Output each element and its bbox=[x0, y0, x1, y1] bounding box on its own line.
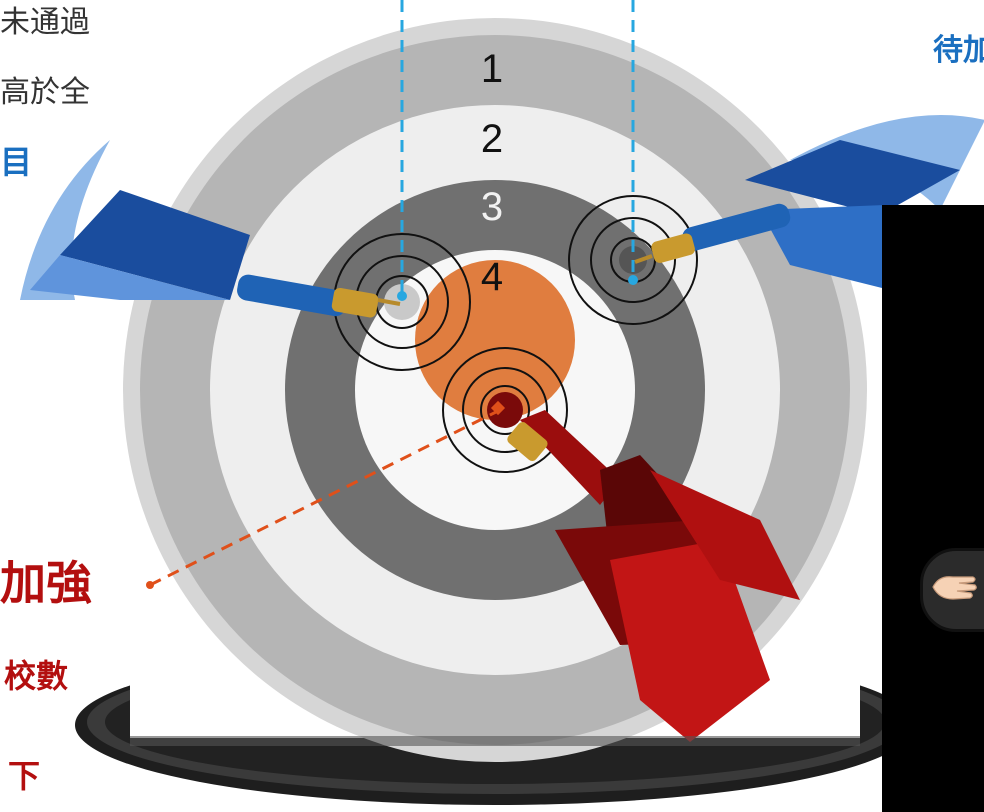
text-fragment-red-main: 加強 bbox=[0, 556, 92, 610]
hit-marker-center bbox=[442, 347, 568, 473]
ring-label-4: 4 bbox=[481, 255, 503, 299]
hand-badge bbox=[920, 548, 984, 632]
open-hand-icon bbox=[932, 576, 977, 600]
text-fragment-right-top: 待加 bbox=[933, 33, 984, 68]
black-overlay-panel bbox=[882, 205, 984, 812]
text-fragment-red-sub-1: 校數 bbox=[4, 657, 69, 695]
pointer-line-red bbox=[149, 408, 501, 587]
text-fragment-top-3: 目 bbox=[0, 143, 33, 181]
text-fragment-red-sub-2: 下 bbox=[8, 757, 41, 795]
ring-label-1: 1 bbox=[481, 47, 503, 91]
ring-label-3: 3 bbox=[481, 185, 503, 229]
blue-dart-left bbox=[20, 140, 401, 318]
red-dart-center bbox=[507, 410, 800, 742]
blue-dart-right bbox=[634, 115, 984, 290]
ring-label-2: 2 bbox=[481, 117, 503, 161]
text-fragment-top-1: 未通過 bbox=[0, 5, 90, 40]
text-fragment-top-2: 高於全 bbox=[0, 75, 90, 110]
